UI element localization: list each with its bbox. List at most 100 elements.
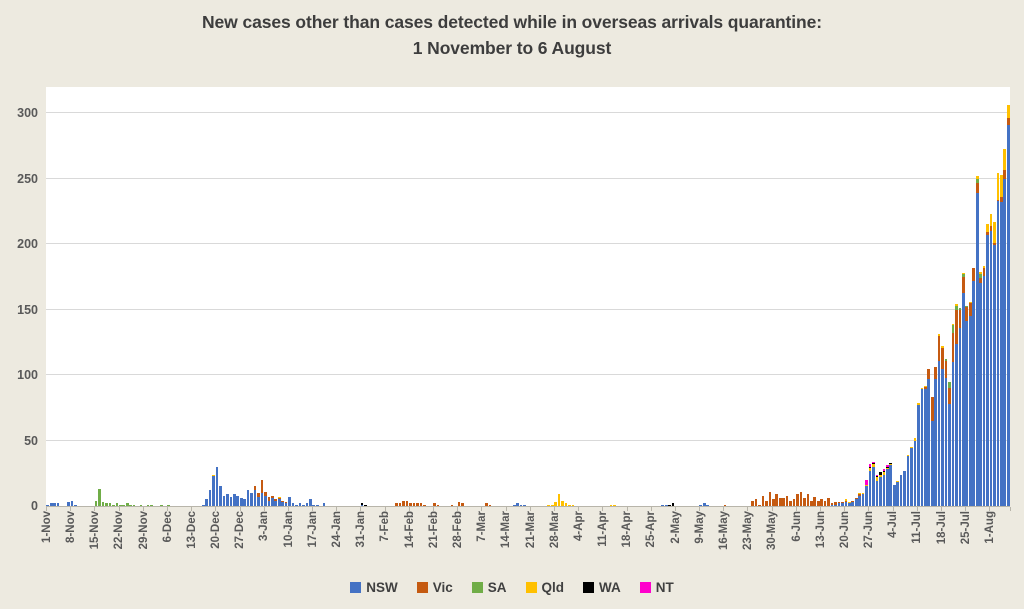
bar-segment-nsw — [298, 503, 302, 506]
x-axis-tick-label: 4-Jul — [887, 511, 900, 538]
bar-segment-vic — [934, 367, 938, 379]
bar-segment-sa — [101, 502, 105, 506]
chart-legend: NSW Vic SA Qld WA NT — [0, 577, 1024, 597]
bar-segment-nsw — [516, 503, 519, 506]
bar-segment-qld — [571, 504, 575, 506]
x-axis-tick — [457, 507, 459, 511]
chart-title-line2: 1 November to 6 August — [412, 38, 612, 58]
bar-segment-vic — [277, 498, 281, 500]
x-axis-tick — [166, 507, 168, 511]
x-axis-tick — [142, 507, 144, 511]
x-axis-tick-label: 15-Nov — [89, 511, 102, 550]
bar-segment-vic — [834, 502, 837, 505]
bar-segment-sa — [112, 504, 115, 506]
bar-segment-vic — [723, 504, 727, 506]
x-axis-tick — [505, 507, 507, 511]
bar-segment-vic — [813, 496, 817, 506]
bar-segment-vic — [972, 267, 976, 281]
bar-segment-nsw — [910, 448, 913, 506]
bar-segment-qld — [872, 464, 875, 467]
x-axis-tick — [1010, 507, 1011, 511]
y-axis-tick-label: 100 — [17, 368, 38, 383]
bar-segment-vic — [792, 499, 796, 506]
bar-segment-qld — [975, 176, 979, 179]
x-axis-tick — [771, 507, 773, 511]
bar-segment-qld — [1006, 105, 1010, 119]
bar-segment-sa — [94, 500, 98, 506]
bar-segment-nsw — [315, 504, 319, 506]
bar-segment-qld — [868, 468, 872, 471]
bar-segment-nsw — [267, 500, 271, 506]
bar-segment-nsw — [958, 327, 962, 506]
bar-segment-nsw — [253, 490, 257, 506]
bar-segment-nsw — [886, 469, 889, 506]
bar-segment-vic — [924, 386, 927, 390]
bar-segment-vic — [982, 267, 986, 276]
bar-segment-vic — [416, 503, 419, 506]
bar-segment-nsw — [1003, 178, 1007, 506]
bar-segment-nsw — [865, 486, 868, 506]
bar-segment-sa — [98, 488, 101, 506]
bar-segment-nsw — [868, 470, 872, 506]
x-axis-tick — [674, 507, 676, 511]
x-axis-tick — [408, 507, 410, 511]
x-axis-tick — [916, 507, 918, 511]
bar-segment-vic — [1000, 197, 1003, 203]
x-axis-tick-label: 25-Apr — [645, 511, 658, 548]
bar-segment-nsw — [284, 503, 288, 506]
bar-segment-sa — [958, 308, 962, 310]
bar-segment-nsw — [661, 504, 665, 506]
x-axis-tick — [940, 507, 942, 511]
bar-segment-qld — [913, 437, 917, 441]
bar-segment-qld — [941, 346, 944, 348]
bar-segment-nsw — [219, 486, 222, 506]
bar-segment-vic — [436, 504, 440, 506]
legend-swatch-nsw — [350, 581, 362, 593]
bar-segment-vic — [993, 242, 996, 246]
bar-segment-qld — [1000, 174, 1003, 197]
bar-segment-vic — [284, 502, 288, 504]
gridline — [46, 177, 1010, 179]
x-axis-tick-label: 20-Jun — [838, 511, 851, 549]
bar-segment-sa — [118, 504, 122, 506]
bar-segment-nt — [886, 465, 889, 467]
x-axis-tick-label: 11-Apr — [597, 511, 609, 547]
bar-segment-vic — [830, 503, 834, 505]
bar-segment-nsw — [295, 504, 298, 506]
bar-segment-qld — [962, 272, 965, 275]
bar-segment-vic — [854, 498, 858, 500]
bar-segment-nsw — [858, 495, 862, 506]
bar-segment-qld — [613, 504, 616, 506]
chart-title-line1: New cases other than cases detected whil… — [202, 12, 822, 32]
bar-segment-vic — [457, 502, 461, 506]
bar-segment-vic — [409, 503, 412, 506]
bar-segment-vic — [405, 500, 409, 506]
bar-segment-nsw — [924, 389, 927, 506]
legend-swatch-wa — [583, 581, 595, 593]
bar-segment-nsw — [212, 475, 215, 506]
bar-segment-vic — [944, 360, 948, 378]
bar-segment-vic — [253, 486, 257, 491]
bar-segment-vic — [274, 499, 278, 501]
x-axis-tick — [989, 507, 991, 511]
bar-segment-nsw — [875, 481, 879, 506]
x-axis-tick — [650, 507, 652, 511]
bar-segment-sa — [150, 504, 153, 506]
bar-segment-nsw — [975, 193, 979, 506]
bar-segment-vic — [951, 333, 955, 362]
bar-segment-qld — [212, 474, 215, 476]
bar-segment-nsw — [56, 503, 60, 506]
bar-segment-nsw — [899, 474, 903, 506]
gridline — [46, 243, 1010, 245]
bar-segment-nsw — [968, 316, 972, 506]
x-axis-tick — [626, 507, 628, 511]
bar-segment-nsw — [74, 504, 77, 506]
x-axis-tick-label: 6-Dec — [161, 511, 174, 543]
x-axis-tick-label: 27-Dec — [234, 511, 247, 549]
bar-segment-vic — [785, 495, 789, 506]
bar-segment-vic — [948, 388, 951, 404]
x-axis-tick-label: 9-May — [693, 511, 706, 544]
bar-segment-qld — [858, 492, 862, 495]
bar-segment-qld — [886, 468, 889, 470]
x-axis-tick-label: 17-Jan — [306, 511, 319, 548]
